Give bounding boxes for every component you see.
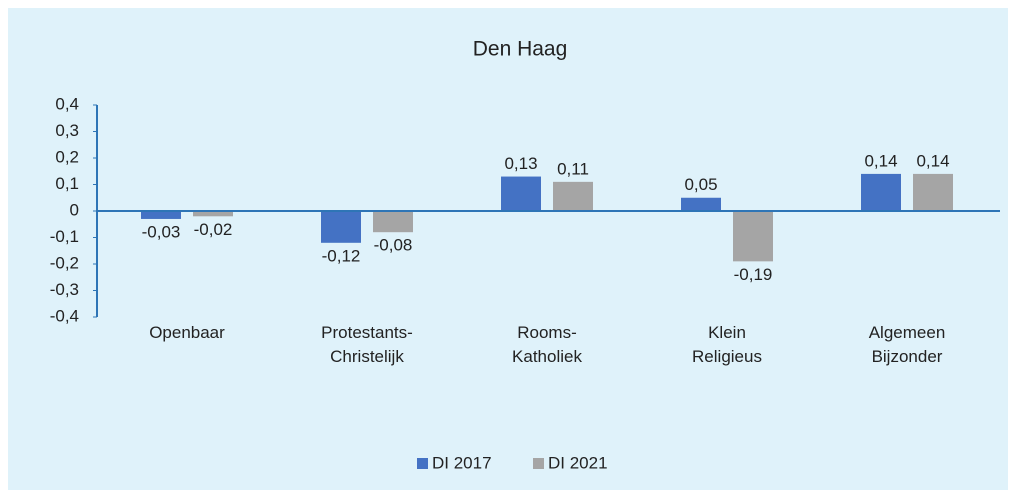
data-label: -0,03 — [142, 222, 181, 241]
bar — [913, 173, 953, 211]
bar — [861, 173, 901, 211]
data-label: 0,13 — [504, 154, 537, 173]
bar — [501, 176, 541, 211]
data-label: -0,19 — [734, 265, 773, 284]
data-label: 0,11 — [557, 159, 589, 178]
data-label: -0,02 — [194, 220, 233, 239]
y-tick-label: -0,3 — [50, 280, 79, 299]
y-tick-label: -0,4 — [50, 306, 79, 325]
x-tick-label: Klein Religieus — [692, 323, 762, 366]
legend-label: DI 2021 — [548, 453, 608, 472]
data-label: -0,08 — [374, 236, 413, 255]
chart-title: Den Haag — [473, 38, 568, 61]
y-tick-label: -0,1 — [50, 227, 79, 246]
y-tick-label: 0,4 — [55, 94, 79, 113]
y-tick-label: 0,2 — [55, 147, 79, 166]
x-tick-label: Algemeen Bijzonder — [868, 323, 946, 366]
legend-swatch — [533, 458, 544, 469]
legend-swatch — [417, 458, 428, 469]
y-tick-label: -0,2 — [50, 253, 79, 272]
x-tick-label: Rooms- Katholiek — [512, 323, 582, 366]
x-tick-label: Protestants- Christelijk — [321, 323, 413, 366]
y-tick-label: 0 — [70, 200, 79, 219]
bar — [193, 211, 233, 217]
data-label: 0,14 — [864, 151, 897, 170]
y-tick-label: 0,3 — [55, 121, 79, 140]
bar — [373, 211, 413, 233]
chart-background — [8, 8, 1008, 490]
bar — [733, 211, 773, 262]
data-label: 0,05 — [684, 175, 717, 194]
y-tick-label: 0,1 — [55, 174, 79, 193]
x-tick-label: Openbaar — [149, 323, 225, 342]
bar — [553, 181, 593, 211]
bar — [141, 211, 181, 219]
data-label: 0,14 — [916, 151, 949, 170]
bar — [681, 197, 721, 211]
bar — [321, 211, 361, 243]
legend-label: DI 2017 — [432, 453, 492, 472]
data-label: -0,12 — [322, 246, 361, 265]
